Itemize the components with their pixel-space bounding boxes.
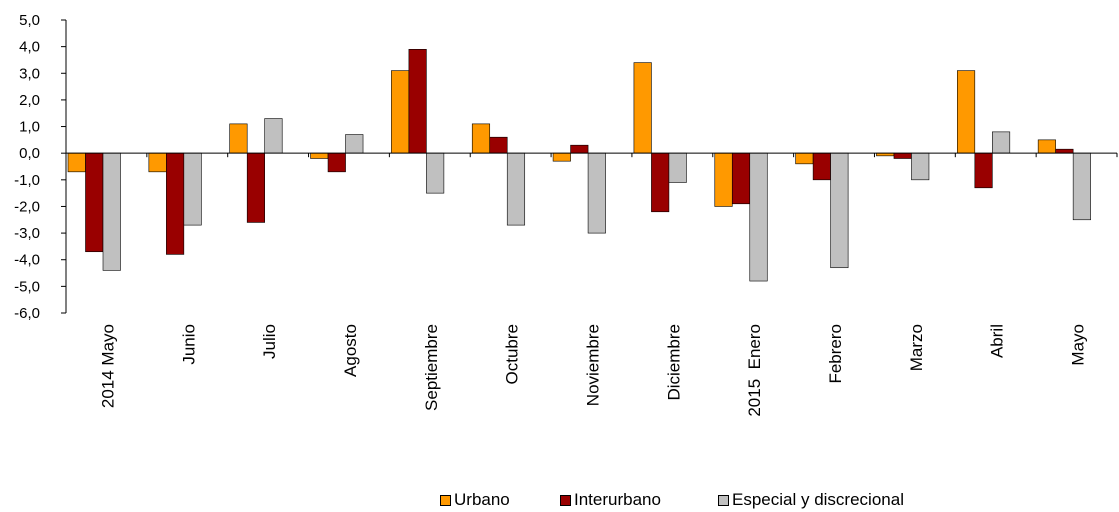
bar-especial — [1072, 152, 1091, 221]
bar-urbano — [471, 123, 491, 154]
legend-label-interurbano: Interurbano — [574, 490, 661, 509]
bar-interurbano — [731, 152, 751, 205]
bar-urbano — [633, 62, 652, 154]
bar-urbano — [714, 152, 733, 207]
legend-swatch-urbano — [440, 494, 451, 506]
y-tick-label: -1,0 — [14, 172, 40, 189]
bar-interurbano — [327, 152, 346, 173]
y-tick-label: -6,0 — [14, 305, 40, 322]
x-tick-label: Octubre — [503, 324, 522, 384]
y-tick-label: -3,0 — [14, 225, 40, 242]
x-tick-label: Mayo — [1069, 324, 1088, 366]
legend-item-especial: Especial y discrecional — [718, 490, 904, 510]
legend-swatch-interurbano — [560, 494, 571, 506]
legend: Urbano Interurbano Especial y discrecion… — [0, 490, 1119, 510]
bar-interurbano — [408, 48, 427, 154]
bar-especial — [992, 131, 1011, 154]
bar-interurbano — [489, 136, 508, 154]
bar-especial — [183, 152, 202, 226]
legend-item-interurbano: Interurbano — [560, 490, 661, 510]
bar-urbano — [795, 152, 814, 165]
y-tick-label: -2,0 — [14, 198, 40, 215]
x-tick-label: Julio — [260, 324, 279, 359]
bar-interurbano — [893, 152, 912, 159]
bar-urbano — [552, 152, 571, 162]
y-tick-label: 2,0 — [19, 92, 40, 109]
bar-urbano — [229, 123, 248, 154]
x-tick-label: Septiembre — [422, 324, 441, 411]
x-tick-label: Noviembre — [584, 324, 603, 406]
bar-urbano — [1037, 139, 1056, 154]
y-tick-label: 1,0 — [19, 119, 40, 136]
bar-especial — [506, 152, 526, 226]
bar-interurbano — [85, 152, 104, 253]
x-tick-label: Agosto — [341, 324, 360, 377]
bar-especial — [102, 152, 121, 271]
bar-especial — [749, 152, 768, 282]
bar-interurbano — [812, 152, 831, 181]
bar-especial — [830, 152, 849, 269]
bar-interurbano — [974, 152, 993, 189]
x-tick-label: 2014 Mayo — [98, 324, 117, 408]
bar-especial — [911, 152, 930, 181]
legend-label-especial: Especial y discrecional — [732, 490, 904, 509]
bar-urbano — [148, 152, 167, 173]
bar-urbano — [67, 152, 86, 173]
bar-urbano — [310, 152, 329, 159]
x-tick-label: Junio — [179, 324, 198, 365]
y-tick-label: 0,0 — [19, 145, 40, 162]
bar-interurbano — [570, 144, 589, 154]
bar-interurbano — [166, 152, 185, 255]
y-tick-label: 3,0 — [19, 65, 40, 82]
x-tick-label: Febrero — [826, 324, 845, 384]
bar-chart: 5,0 4,0 3,0 2,0 1,0 0,0 -1,0 -2,0 -3,0 -4,0 -5,0 -6… — [14, 12, 1118, 417]
legend-item-urbano: Urbano — [440, 490, 510, 510]
x-tick-label: Diciembre — [664, 324, 683, 401]
legend-swatch-especial — [718, 494, 729, 506]
legend-label-urbano: Urbano — [454, 490, 510, 509]
y-tick-label: 5,0 — [19, 12, 40, 29]
bar-interurbano — [651, 152, 670, 213]
bar-especial — [668, 152, 687, 183]
bar-interurbano — [1055, 148, 1074, 154]
bar-interurbano — [246, 152, 265, 223]
bar-especial — [587, 152, 606, 234]
bar-urbano — [391, 70, 410, 154]
bar-especial — [345, 134, 364, 154]
x-tick-label: Abril — [988, 324, 1007, 358]
bar-especial — [264, 118, 283, 154]
bar-urbano — [957, 70, 976, 154]
x-tick-label: 2015 Enero — [745, 324, 764, 417]
y-tick-label: -4,0 — [14, 252, 40, 269]
bar-especial — [426, 152, 445, 194]
x-tick-label: Marzo — [907, 324, 926, 371]
y-tick-label: -5,0 — [14, 278, 40, 295]
y-tick-label: 4,0 — [19, 39, 40, 56]
